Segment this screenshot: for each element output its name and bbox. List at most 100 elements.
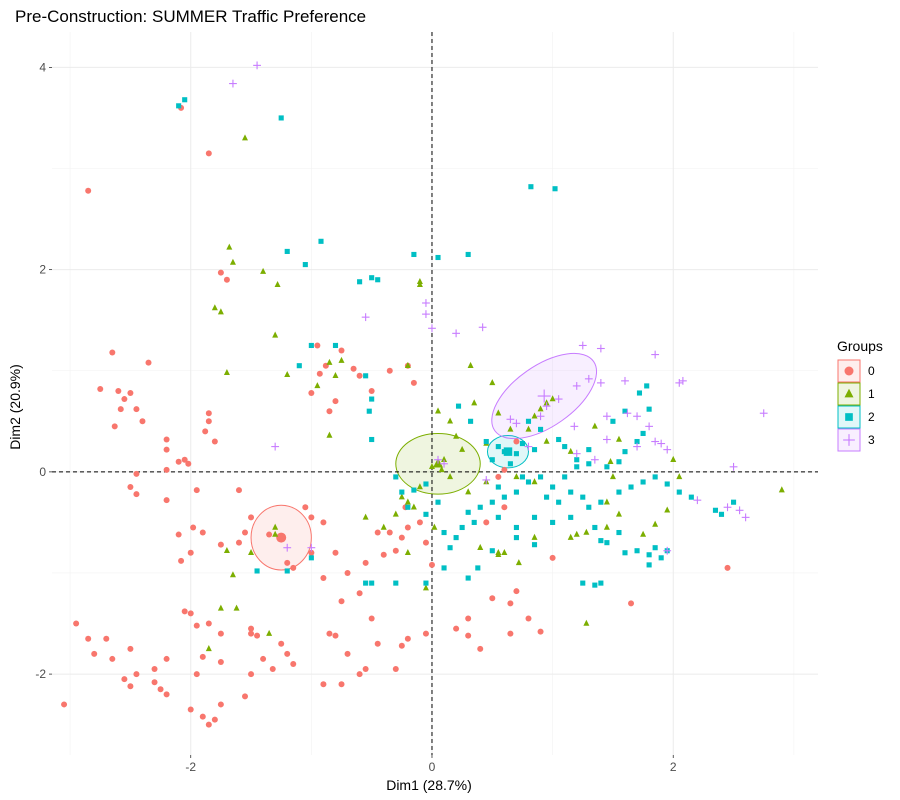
data-point-group-2: [366, 408, 372, 414]
data-point-group-1: [233, 604, 240, 611]
data-point-group-0: [127, 484, 134, 491]
data-point-group-3: [307, 543, 316, 552]
data-point-group-1: [416, 280, 423, 288]
data-point-group-1: [272, 523, 279, 530]
legend-label: 1: [868, 387, 875, 401]
data-point-group-1: [223, 368, 230, 376]
data-point-group-0: [483, 519, 490, 526]
data-point-group-3: [542, 402, 551, 411]
data-point-group-1: [338, 356, 345, 363]
data-point-group-1: [603, 523, 610, 530]
data-point-group-2: [646, 552, 652, 558]
data-point-group-2: [308, 342, 314, 349]
data-point-group-3: [693, 496, 702, 505]
data-point-group-0: [320, 575, 327, 582]
data-point-group-0: [513, 588, 520, 595]
data-point-group-3: [735, 506, 744, 515]
data-point-group-1: [223, 546, 230, 553]
data-point-group-0: [248, 630, 255, 637]
data-point-group-3: [422, 310, 430, 319]
data-point-group-0: [344, 569, 351, 576]
data-point-group-1: [543, 437, 550, 444]
data-point-group-1: [217, 308, 224, 315]
x-axis-title: Dim1 (28.7%): [386, 777, 472, 793]
data-point-group-3: [512, 419, 521, 428]
data-point-group-1: [435, 407, 442, 414]
data-point-group-0: [392, 666, 399, 673]
data-points: [61, 61, 785, 728]
data-point-group-2: [465, 251, 471, 258]
data-point-group-2: [507, 461, 513, 467]
data-point-group-0: [205, 721, 212, 728]
data-point-group-2: [471, 519, 477, 525]
data-point-group-1: [242, 134, 249, 141]
data-point-group-1: [284, 370, 291, 378]
data-point-group-2: [574, 457, 580, 463]
data-point-group-1: [513, 473, 520, 480]
data-point-group-0: [133, 671, 140, 678]
data-point-group-1: [778, 486, 785, 493]
legend-item-group-2: 2: [837, 405, 875, 429]
data-point-group-2: [616, 459, 622, 465]
data-point-group-0: [181, 456, 188, 463]
data-point-group-2: [652, 474, 658, 480]
data-point-group-0: [178, 557, 185, 564]
data-point-group-2: [363, 373, 369, 379]
data-point-group-1: [441, 455, 448, 462]
data-point-group-0: [628, 600, 635, 607]
data-point-group-2: [423, 481, 429, 487]
data-point-group-1: [531, 533, 538, 540]
data-point-group-0: [111, 423, 118, 430]
data-point-group-0: [133, 470, 140, 477]
data-point-group-0: [217, 269, 224, 276]
data-point-group-1: [272, 530, 279, 537]
data-point-group-2: [393, 474, 399, 480]
data-point-group-3: [723, 503, 732, 512]
data-point-group-0: [109, 655, 116, 662]
data-point-group-1: [507, 425, 514, 432]
data-point-group-1: [567, 447, 574, 454]
centroid-group-0: [276, 532, 287, 543]
data-point-group-2: [598, 538, 604, 544]
data-point-group-2: [375, 277, 381, 283]
data-point-group-0: [205, 418, 212, 425]
data-point-group-2: [411, 487, 417, 493]
data-point-group-0: [290, 564, 297, 571]
data-point-group-2: [254, 568, 260, 574]
data-point-group-0: [316, 370, 323, 377]
data-point-group-0: [115, 387, 122, 394]
data-point-group-0: [248, 625, 255, 632]
y-tick-label: 4: [39, 60, 46, 74]
data-point-group-0: [202, 428, 209, 435]
data-point-group-0: [163, 497, 170, 504]
y-tick-label: 0: [39, 465, 46, 479]
data-point-group-2: [652, 545, 658, 551]
data-point-group-1: [274, 280, 281, 288]
data-point-group-2: [405, 504, 411, 510]
data-point-group-0: [133, 491, 140, 498]
data-point-group-0: [127, 683, 134, 690]
data-point-group-1: [326, 358, 333, 365]
data-point-group-1: [410, 503, 417, 510]
data-point-group-0: [386, 367, 393, 374]
data-point-group-0: [175, 531, 182, 538]
data-point-group-3: [633, 412, 641, 421]
data-point-group-0: [320, 519, 327, 526]
data-point-group-0: [338, 598, 345, 605]
legend-label: 0: [868, 364, 875, 378]
data-point-group-0: [269, 666, 276, 673]
data-point-group-1: [453, 432, 460, 439]
data-point-group-0: [278, 640, 285, 647]
data-point-group-1: [447, 417, 454, 424]
data-point-group-2: [489, 548, 495, 554]
data-point-group-0: [248, 671, 255, 678]
data-point-group-2: [628, 484, 634, 490]
legend-key-symbol: [844, 366, 854, 376]
data-point-group-0: [386, 529, 393, 536]
data-point-group-2: [455, 403, 462, 409]
data-point-group-2: [580, 580, 586, 586]
data-point-group-2: [556, 499, 562, 505]
data-point-group-0: [338, 347, 345, 354]
data-point-group-2: [634, 438, 640, 445]
data-point-group-3: [428, 324, 436, 333]
